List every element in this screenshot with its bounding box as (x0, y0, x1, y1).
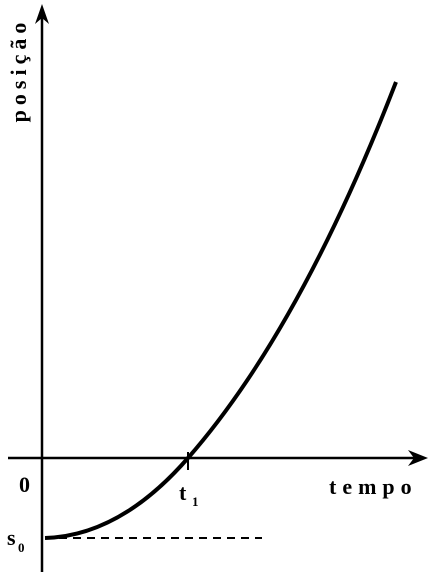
x-axis-arrow (408, 450, 428, 466)
s0-sub: 0 (18, 540, 25, 555)
x-axis-label: tempo (329, 474, 418, 499)
t1-sub: 1 (192, 494, 199, 509)
s0-main: s (7, 525, 16, 550)
t1-main: t (179, 480, 187, 505)
y-axis-arrow (35, 4, 49, 24)
y-axis-label: posição (6, 18, 31, 123)
position-curve (44, 81, 398, 540)
origin-label: 0 (19, 472, 30, 497)
